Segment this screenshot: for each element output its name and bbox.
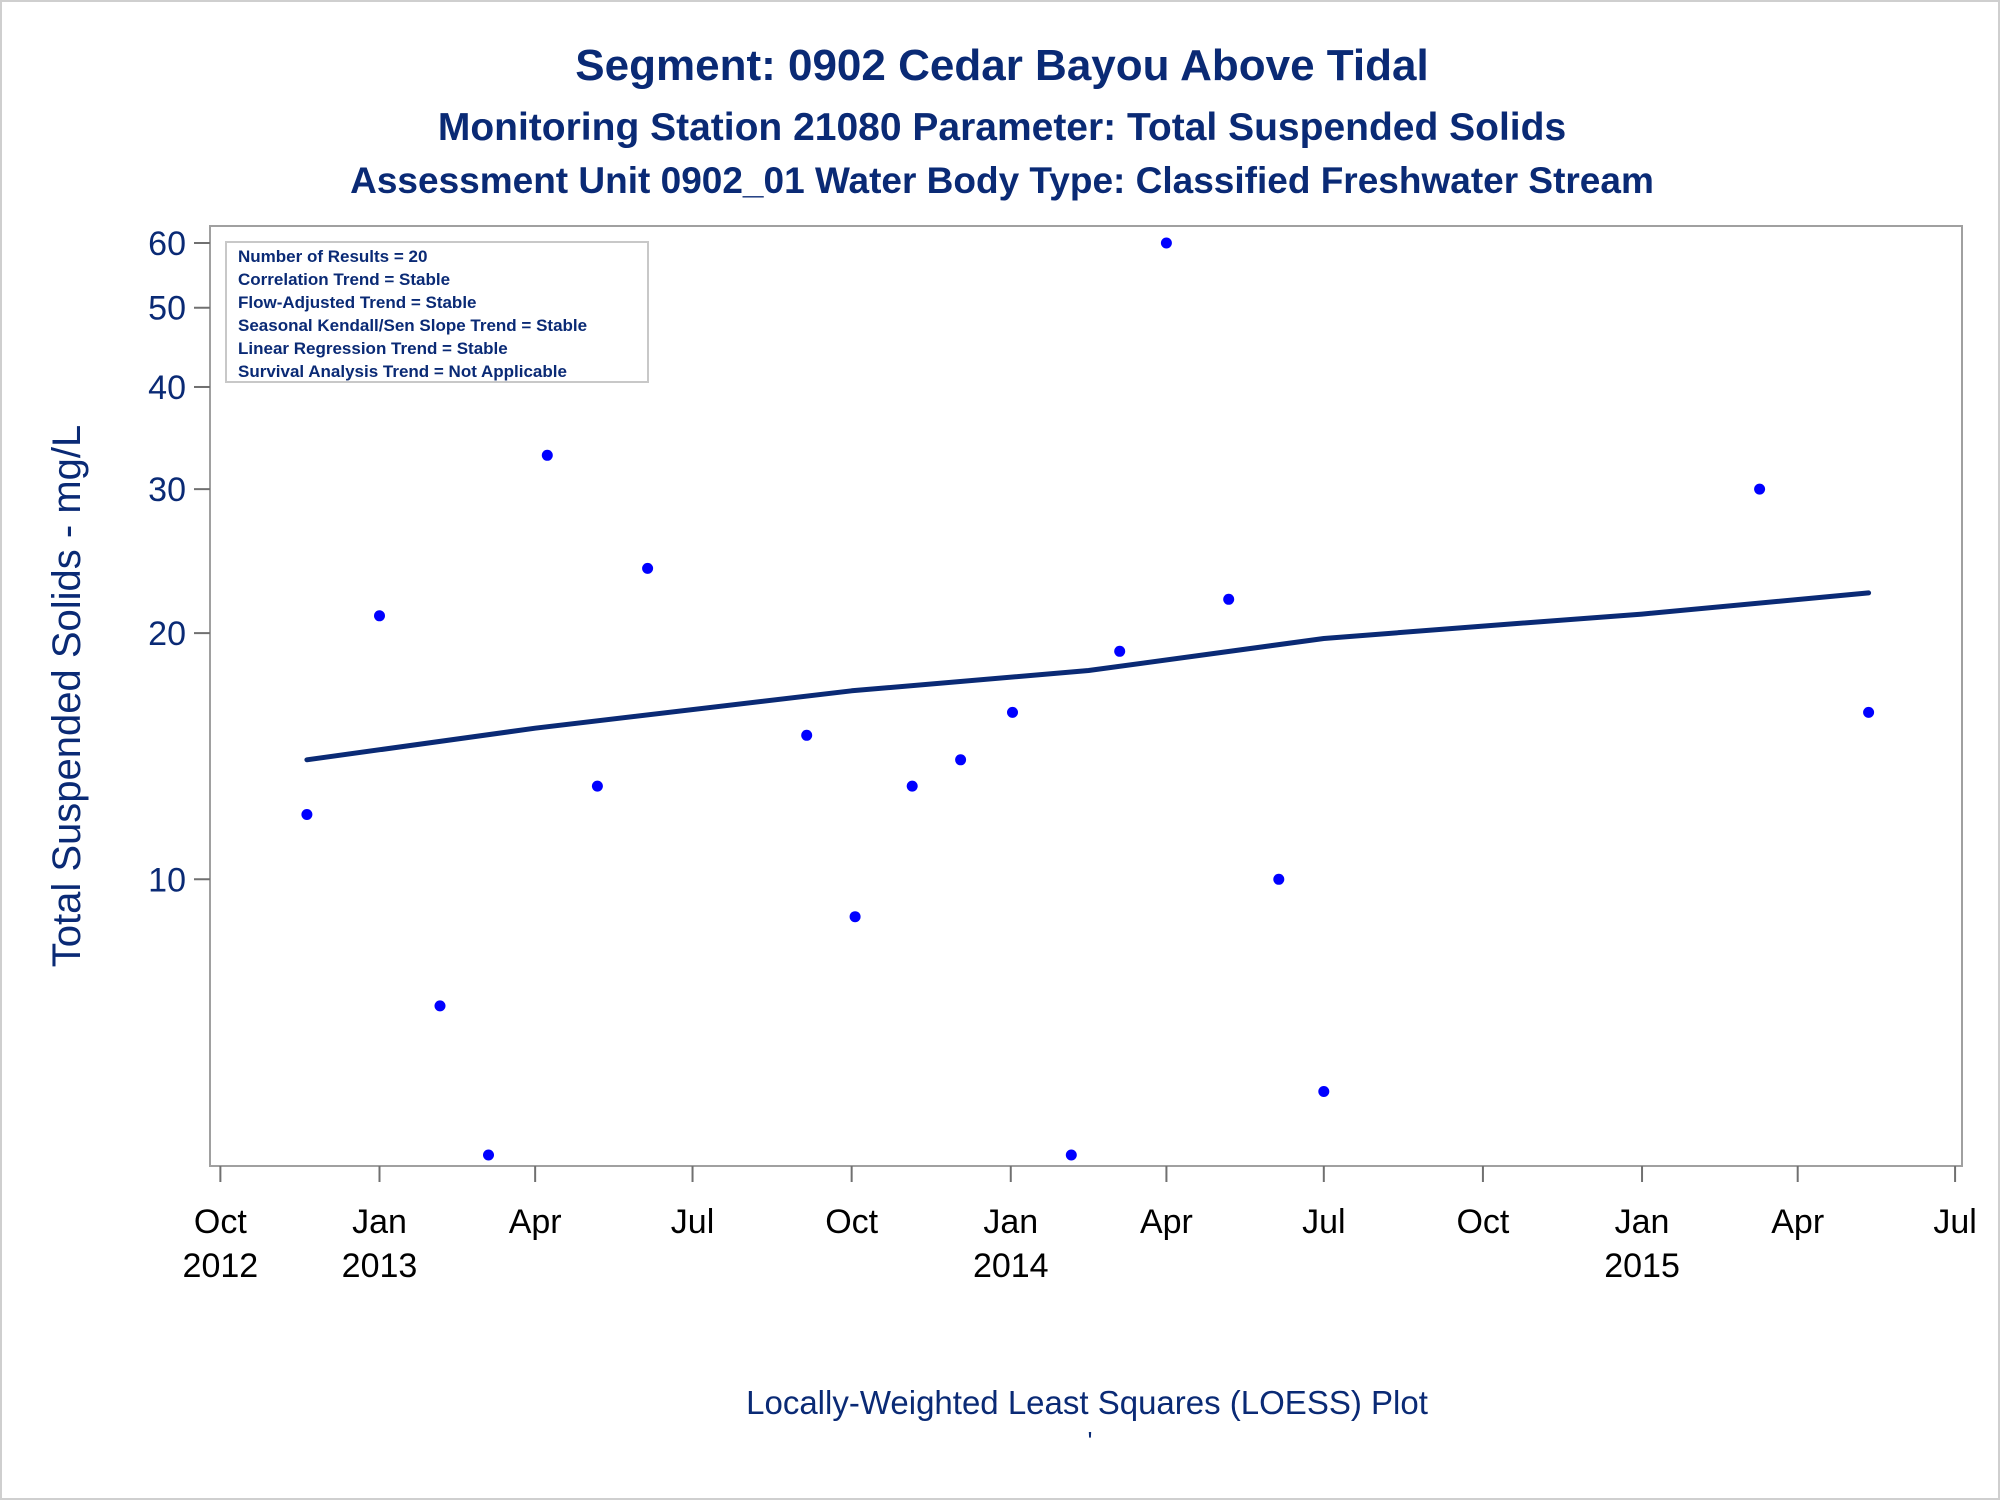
trend-layer [304, 590, 1872, 763]
data-point-8 [801, 729, 813, 741]
x-tick-year-5: 2014 [973, 1247, 1049, 1285]
stats-line-linear-regression: Linear Regression Trend = Stable [238, 339, 508, 358]
x-tick-label-2: Apr [509, 1203, 562, 1241]
data-point-11 [955, 754, 967, 766]
chart-title: Segment: 0902 Cedar Bayou Above Tidal [575, 41, 1428, 90]
data-point-2 [374, 610, 385, 622]
stats-line-correlation: Correlation Trend = Stable [238, 270, 450, 289]
stats-box: Number of Results = 20 Correlation Trend… [225, 241, 649, 383]
x-tick-label-11: Jul [1933, 1203, 1976, 1241]
stats-line-flow-adjusted: Flow-Adjusted Trend = Stable [238, 293, 477, 312]
data-point-9 [849, 911, 861, 923]
y-axis: 10 20 30 40 50 60 [148, 225, 210, 899]
x-tick-label-3: Jul [671, 1203, 714, 1241]
chart-subtitle-2: Assessment Unit 0902_01 Water Body Type:… [350, 160, 1654, 201]
x-axis: Oct 2012 Jan 2013 Apr Jul Oct Jan 2014 Apr Jul Oct J… [183, 1166, 1977, 1285]
chart-subtitle: Monitoring Station 21080 Parameter: Tota… [438, 106, 1566, 149]
data-point-4 [483, 1149, 494, 1161]
data-point-6 [591, 780, 603, 792]
x-tick-label-1: Jan [352, 1203, 407, 1241]
plot-area-frame [209, 225, 1963, 1167]
y-axis-label: Total Suspended Solids - mg/L [45, 425, 89, 968]
y-tick-label-40: 40 [148, 369, 186, 407]
data-point-14 [1114, 645, 1126, 657]
footnote: Locally-Weighted Least Squares (LOESS) P… [746, 1384, 1428, 1421]
x-tick-label-10: Apr [1771, 1203, 1824, 1241]
x-tick-year-0: 2012 [183, 1247, 259, 1285]
y-tick-label-50: 50 [148, 290, 186, 328]
data-point-16 [1223, 593, 1235, 605]
data-point-17 [1273, 873, 1285, 885]
y-tick-label-60: 60 [148, 225, 186, 263]
stats-box-border [225, 241, 649, 383]
x-tick-label-8: Oct [1456, 1203, 1509, 1241]
x-tick-year-1: 2013 [342, 1247, 418, 1285]
data-point-3 [434, 1000, 446, 1012]
data-point-18 [1318, 1086, 1330, 1097]
y-tick-label-20: 20 [148, 615, 186, 653]
data-point-1 [301, 809, 313, 820]
data-point-10 [906, 780, 918, 792]
data-point-19 [1754, 483, 1766, 495]
stats-line-seasonal-kendall: Seasonal Kendall/Sen Slope Trend = Stabl… [238, 316, 587, 335]
loess-trend-line [304, 590, 1872, 763]
x-tick-label-7: Jul [1302, 1203, 1345, 1241]
x-tick-label-5: Jan [983, 1203, 1038, 1241]
stats-line-survival-analysis: Survival Analysis Trend = Not Applicable [238, 362, 567, 381]
data-point-15 [1160, 237, 1172, 249]
data-point-7 [642, 562, 654, 574]
x-tick-year-9: 2015 [1604, 1247, 1680, 1285]
y-tick-label-30: 30 [148, 471, 186, 509]
y-tick-label-10: 10 [148, 861, 186, 899]
x-tick-label-6: Apr [1140, 1203, 1193, 1241]
x-tick-label-0: Oct [194, 1203, 247, 1241]
footnote-mark: ' [1088, 1426, 1093, 1456]
data-point-20 [1863, 706, 1875, 718]
stats-line-results: Number of Results = 20 [238, 247, 427, 266]
x-tick-label-4: Oct [825, 1203, 878, 1241]
data-point-12 [1007, 706, 1018, 718]
data-point-13 [1065, 1149, 1077, 1161]
data-point-5 [541, 449, 553, 461]
x-tick-label-9: Jan [1615, 1203, 1670, 1241]
points-layer [301, 237, 1875, 1161]
